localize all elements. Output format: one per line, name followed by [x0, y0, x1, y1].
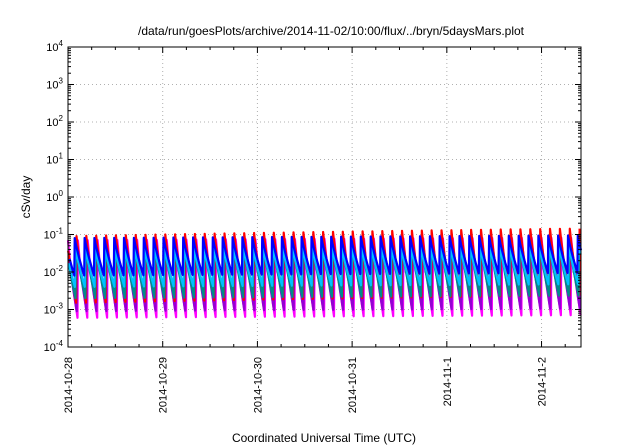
y-tick-exponent: 3	[59, 77, 64, 86]
y-tick-exponent: 4	[59, 39, 64, 48]
chart-title: /data/run/goesPlots/archive/2014-11-02/1…	[138, 24, 525, 38]
y-tick-exponent: -1	[56, 227, 64, 236]
y-tick-base: 10	[46, 42, 58, 54]
x-tick-label: 2014-11-1	[442, 357, 454, 406]
x-axis-tick-labels: 2014-10-28 2014-10-29 2014-10-30 2014-10-31…	[63, 357, 549, 413]
series-line	[68, 234, 583, 277]
y-tick-label: 10-2	[44, 264, 64, 279]
y-tick-base: 10	[46, 192, 58, 204]
y-tick-exponent: 1	[59, 152, 64, 161]
y-tick-base: 10	[46, 80, 58, 92]
y-tick-label: 102	[46, 114, 63, 129]
series-layer	[66, 227, 583, 319]
y-axis-label: cSv/day	[19, 176, 33, 219]
y-tick-exponent: -4	[56, 339, 64, 348]
y-tick-base: 10	[46, 117, 58, 129]
y-tick-label: 10-3	[44, 302, 64, 317]
y-tick-exponent: -3	[56, 302, 64, 311]
y-tick-base: 10	[44, 267, 56, 279]
y-tick-base: 10	[46, 155, 58, 167]
y-tick-label: 10-4	[44, 339, 64, 354]
x-tick-label: 2014-10-31	[347, 357, 359, 413]
x-tick-label: 2014-10-28	[63, 357, 75, 413]
y-tick-label: 103	[46, 77, 63, 92]
y-tick-base: 10	[44, 305, 56, 317]
y-tick-base: 10	[44, 342, 56, 354]
y-tick-base: 10	[44, 230, 56, 242]
x-tick-label: 2014-10-30	[252, 357, 264, 413]
y-tick-exponent: 0	[59, 189, 64, 198]
y-tick-label: 101	[46, 152, 63, 167]
x-axis-label: Coordinated Universal Time (UTC)	[232, 431, 416, 445]
y-tick-exponent: 2	[59, 114, 64, 123]
y-tick-label: 10-1	[44, 227, 64, 242]
tick-marks	[67, 46, 581, 348]
y-tick-label: 100	[46, 189, 63, 204]
y-tick-exponent: -2	[56, 264, 64, 273]
x-tick-label: 2014-10-29	[158, 357, 170, 413]
x-tick-label: 2014-11-2	[537, 357, 549, 406]
y-tick-label: 104	[46, 39, 63, 54]
